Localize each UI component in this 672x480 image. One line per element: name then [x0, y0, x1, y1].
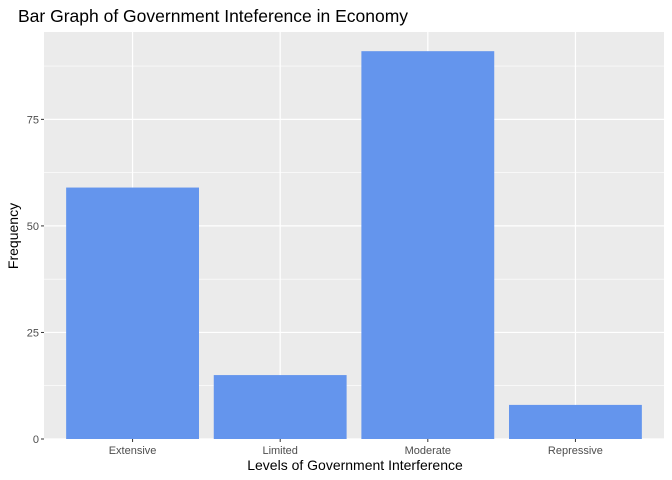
- y-tick-label: 75: [27, 114, 39, 126]
- x-tick-label-moderate: Moderate: [405, 445, 451, 457]
- y-axis: 0 25 50 75: [27, 114, 44, 446]
- x-axis-title: Levels of Government Interference: [247, 457, 463, 473]
- bar-extensive: [66, 187, 200, 439]
- x-tick-label-extensive: Extensive: [109, 445, 157, 457]
- x-tick-label-limited: Limited: [262, 445, 297, 457]
- bar-limited: [213, 375, 347, 439]
- x-tick-label-repressive: Repressive: [548, 445, 603, 457]
- bars: [66, 51, 642, 439]
- y-tick-label: 50: [27, 221, 39, 233]
- y-axis-title: Frequency: [5, 203, 21, 269]
- y-tick-label: 0: [33, 434, 39, 446]
- chart-title: Bar Graph of Government Inteference in E…: [18, 6, 408, 26]
- bar-repressive: [509, 404, 642, 439]
- bar-moderate: [361, 51, 495, 439]
- x-axis: Extensive Limited Moderate Repressive: [109, 439, 603, 457]
- y-tick-label: 25: [27, 327, 39, 339]
